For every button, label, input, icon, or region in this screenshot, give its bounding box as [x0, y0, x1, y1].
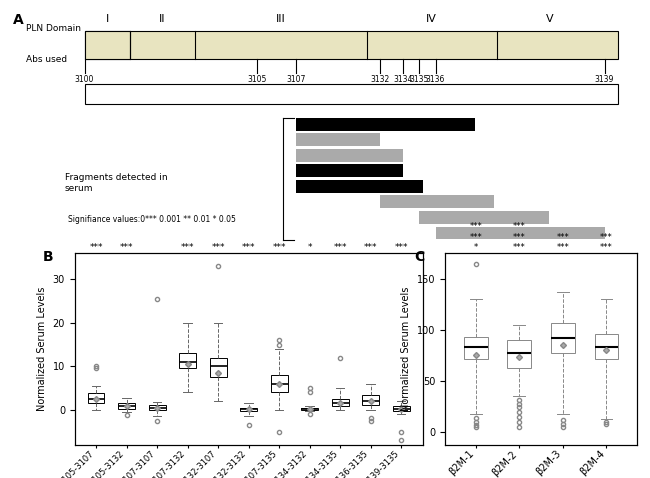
Text: Fragments detected in
serum: Fragments detected in serum: [65, 173, 168, 193]
PathPatch shape: [88, 393, 105, 403]
Text: 3134: 3134: [393, 75, 413, 84]
Text: C: C: [415, 250, 425, 263]
Text: Signifiance values:0*** 0.001 ** 0.01 * 0.05: Signifiance values:0*** 0.001 ** 0.01 * …: [68, 215, 236, 224]
Bar: [419, 211, 549, 224]
Text: 3136: 3136: [426, 75, 445, 84]
Text: V: V: [545, 14, 553, 24]
Y-axis label: Normalized Serum Levels: Normalized Serum Levels: [402, 287, 411, 411]
PathPatch shape: [118, 403, 135, 409]
Bar: [296, 164, 403, 177]
Text: Abs used: Abs used: [26, 55, 67, 64]
Bar: [436, 227, 604, 239]
PathPatch shape: [463, 337, 488, 358]
Bar: [296, 149, 403, 162]
Text: I: I: [105, 14, 109, 24]
Bar: [296, 180, 422, 193]
PathPatch shape: [508, 340, 531, 368]
Text: 3107: 3107: [286, 75, 306, 84]
Text: B: B: [42, 250, 53, 263]
Text: PLN Domain: PLN Domain: [26, 24, 81, 33]
Text: II: II: [159, 14, 166, 24]
PathPatch shape: [179, 353, 196, 369]
Bar: [296, 118, 474, 131]
Text: 3105: 3105: [247, 75, 266, 84]
Bar: [84, 84, 618, 104]
PathPatch shape: [301, 409, 318, 410]
Text: III: III: [276, 14, 286, 24]
Text: 3100: 3100: [75, 75, 94, 84]
Bar: [296, 133, 380, 146]
PathPatch shape: [362, 394, 379, 405]
Text: 3135: 3135: [410, 75, 429, 84]
Text: 3139: 3139: [595, 75, 614, 84]
Y-axis label: Normalized Serum Levels: Normalized Serum Levels: [37, 287, 47, 411]
PathPatch shape: [149, 405, 166, 410]
Text: 3132: 3132: [370, 75, 390, 84]
Text: A: A: [13, 13, 24, 27]
PathPatch shape: [210, 358, 226, 377]
PathPatch shape: [332, 399, 348, 406]
PathPatch shape: [595, 334, 619, 358]
PathPatch shape: [240, 408, 257, 411]
PathPatch shape: [551, 323, 575, 352]
Bar: [84, 31, 618, 59]
PathPatch shape: [393, 406, 410, 411]
Bar: [84, 31, 130, 59]
PathPatch shape: [271, 375, 287, 392]
Bar: [380, 195, 494, 208]
Text: IV: IV: [426, 14, 436, 24]
